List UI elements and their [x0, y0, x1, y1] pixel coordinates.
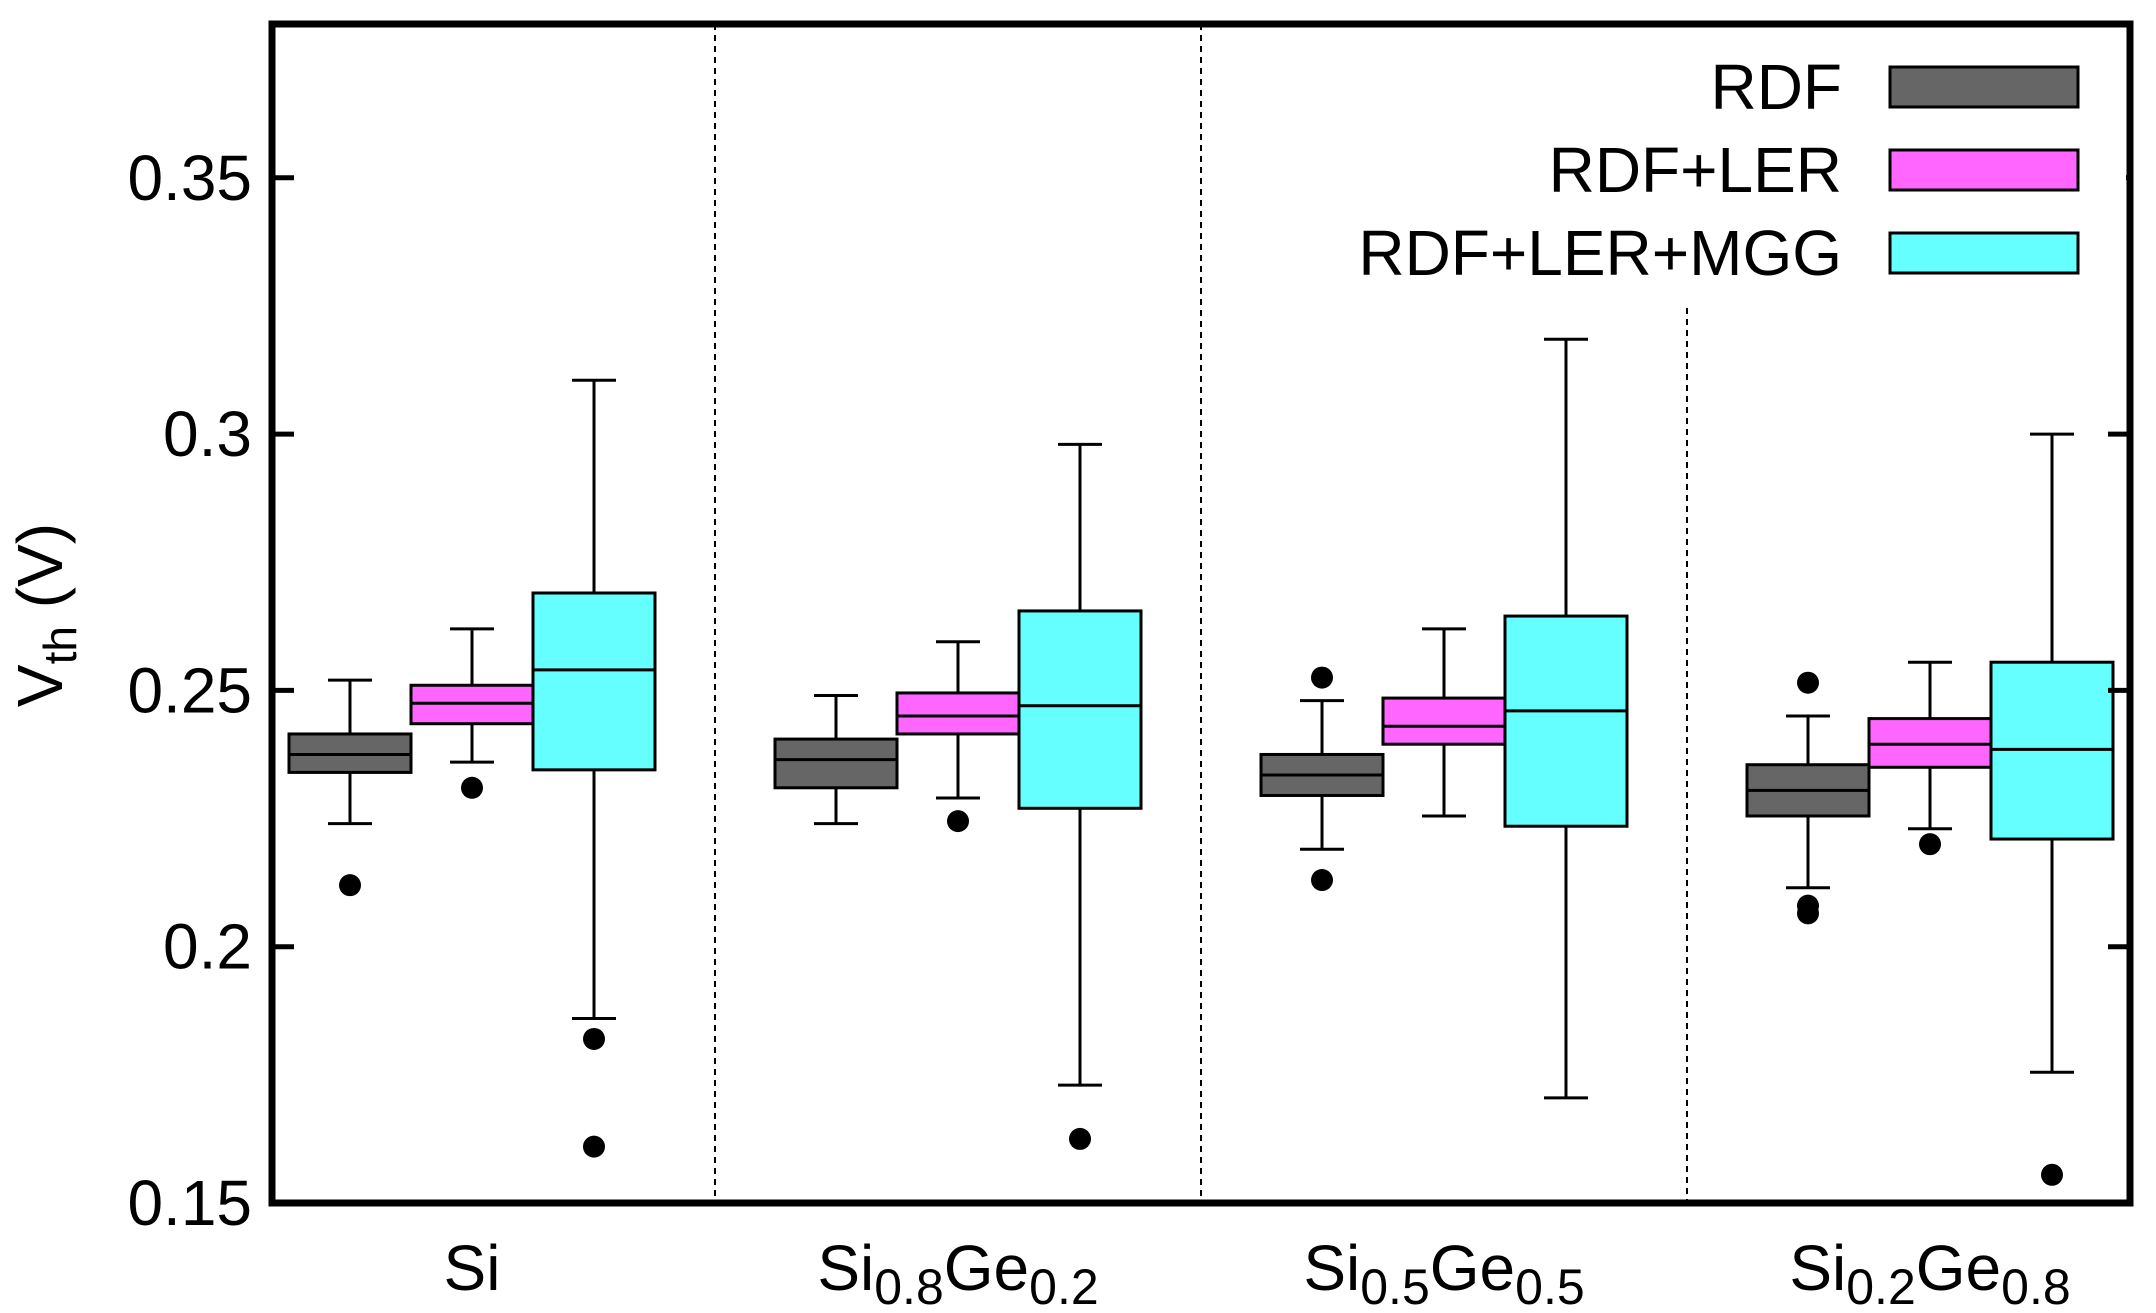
outlier-point — [1069, 1127, 1091, 1150]
box-rdf-si08ge02 — [773, 694, 899, 826]
legend: RDF RDF+LER RDF+LER+MGG — [1358, 51, 2080, 289]
category-label-part: Ge — [1430, 1232, 1515, 1304]
category-label-subscript: 0.8 — [2001, 1259, 2071, 1313]
plot-frame — [268, 20, 2134, 1207]
box-iqr — [1017, 609, 1143, 810]
x-axis-categories: Si Si0.8Ge0.2 Si0.5Ge0.5 Si0.2Ge0.8 — [444, 1232, 2071, 1313]
box-rdf-ler-mgg-si05ge05 — [1503, 337, 1629, 1100]
box-iqr — [1503, 614, 1629, 828]
box-series — [287, 337, 2115, 1186]
y-axis-label-sub: th — [34, 626, 86, 664]
outlier-point — [1797, 671, 1819, 694]
x-category-label-si08ge02: Si0.8Ge0.2 — [817, 1232, 1098, 1313]
box-rdf-ler-si — [409, 627, 535, 799]
category-label-subscript: 0.8 — [874, 1259, 944, 1313]
category-label-part: Ge — [1916, 1232, 2001, 1304]
y-tick-label: 0.2 — [163, 911, 252, 983]
outlier-point — [583, 1027, 605, 1050]
x-category-label-si: Si — [444, 1232, 501, 1304]
category-label-part: Si — [444, 1232, 501, 1304]
category-label-subscript: 0.5 — [1515, 1259, 1585, 1313]
y-tick-label: 0.15 — [127, 1167, 252, 1239]
category-label-subscript: 0.5 — [1360, 1259, 1430, 1313]
outlier-point — [947, 810, 969, 833]
category-label-part: Si — [817, 1232, 874, 1304]
box-rdf-si02ge08 — [1745, 671, 1871, 925]
outlier-point — [1311, 869, 1333, 892]
legend-item-rdf-ler: RDF+LER — [1549, 134, 2080, 206]
box-rdf-ler-mgg-si08ge02 — [1017, 442, 1143, 1150]
group-separators — [714, 24, 1688, 1203]
outlier-point — [2041, 1163, 2063, 1186]
y-tick-label: 0.35 — [127, 142, 252, 214]
legend-swatch — [1888, 148, 2080, 192]
box-rdf-si05ge05 — [1259, 666, 1385, 892]
legend-label: RDF+LER — [1549, 134, 1842, 206]
legend-swatch — [1888, 65, 2080, 109]
box-iqr — [531, 591, 657, 772]
outlier-point — [461, 776, 483, 799]
outlier-point — [1311, 666, 1333, 689]
y-axis-label: Vth (V) — [4, 523, 86, 707]
box-rdf-ler-mgg-si — [531, 378, 657, 1158]
y-tick-label: 0.3 — [163, 398, 252, 470]
legend-item-rdf: RDF — [1710, 51, 2080, 123]
legend-label: RDF — [1710, 51, 1842, 123]
box-rdf-ler-si02ge08 — [1867, 660, 1993, 856]
box-rdf-ler-mgg-si02ge08 — [1989, 432, 2115, 1186]
outlier-point — [1919, 833, 1941, 856]
category-label-subscript: 0.2 — [1029, 1259, 1099, 1313]
outlier-point — [339, 874, 361, 897]
y-axis-label-main: V — [4, 664, 76, 707]
x-category-label-si05ge05: Si0.5Ge0.5 — [1303, 1232, 1584, 1313]
y-axis-label-unit: (V) — [4, 523, 76, 626]
category-label-part: Si — [1789, 1232, 1846, 1304]
category-label-part: Si — [1303, 1232, 1360, 1304]
box-iqr — [773, 737, 899, 790]
box-rdf-si — [287, 678, 413, 897]
box-iqr — [1381, 696, 1507, 746]
x-category-label-si02ge08: Si0.2Ge0.8 — [1789, 1232, 2070, 1313]
box-iqr — [895, 691, 1021, 736]
y-tick-label: 0.25 — [127, 654, 252, 726]
outlier-point — [1797, 894, 1819, 917]
legend-item-rdf-ler-mgg: RDF+LER+MGG — [1358, 217, 2080, 289]
category-label-part: Ge — [944, 1232, 1029, 1304]
box-rdf-ler-si08ge02 — [895, 640, 1021, 833]
legend-swatch — [1888, 231, 2080, 275]
box-rdf-ler-si05ge05 — [1381, 627, 1507, 818]
category-label-subscript: 0.2 — [1846, 1259, 1916, 1313]
outlier-point — [583, 1135, 605, 1158]
legend-label: RDF+LER+MGG — [1358, 217, 1842, 289]
